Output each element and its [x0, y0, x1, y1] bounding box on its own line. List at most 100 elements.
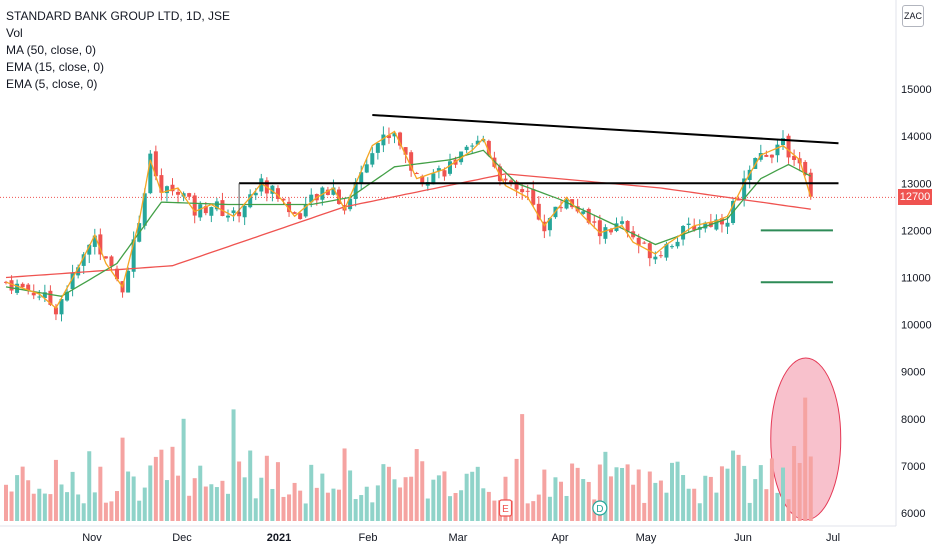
volume-bar [181, 418, 186, 521]
volume-bar [725, 468, 730, 521]
resistance-trendline [372, 114, 839, 145]
volume-bar [9, 491, 14, 521]
candle-body [620, 221, 625, 224]
price-tick-label: 8000 [901, 414, 925, 426]
volume-bar [570, 463, 575, 521]
volume-bar [203, 486, 208, 521]
candle-body [131, 239, 136, 272]
candle-body [386, 135, 391, 139]
candle-body [42, 292, 47, 299]
volume-bar [808, 456, 813, 521]
volume-bar [81, 503, 86, 521]
currency-button[interactable]: ZAC [902, 5, 924, 27]
volume-bar [59, 484, 64, 521]
volume-bar [20, 466, 25, 521]
candle-body [808, 172, 813, 197]
candle-body [53, 307, 58, 315]
volume-bar [364, 486, 369, 521]
candle-body [281, 198, 286, 201]
candle-body [597, 220, 602, 237]
volume-bar [287, 494, 292, 521]
price-tick-label: 15000 [901, 84, 932, 96]
candle-body [670, 246, 674, 248]
volume-bar [26, 480, 31, 521]
volume-bar [731, 450, 736, 521]
candle-body [781, 138, 785, 146]
volume-bar [281, 496, 286, 521]
volume-bar [231, 409, 236, 521]
volume-bar [220, 480, 225, 521]
volume-bar [159, 449, 164, 521]
volume-bar [608, 476, 613, 521]
candle-body [76, 267, 81, 276]
volume-bar [703, 475, 708, 521]
volume-bar [442, 471, 447, 521]
candle-body [226, 215, 230, 218]
candle-body [509, 180, 514, 183]
candle-body [442, 170, 447, 177]
volume-bar [4, 484, 8, 521]
candle-body [636, 237, 641, 246]
volume-bar [103, 502, 108, 521]
volume-bar [547, 496, 552, 521]
candle-body [81, 254, 86, 266]
volume-bar [686, 488, 691, 521]
volume-bar [420, 461, 425, 521]
volume-bar [753, 479, 758, 521]
candle-body [664, 243, 669, 258]
candle-body [531, 189, 536, 205]
candle-body [220, 200, 225, 217]
volume-bar [275, 462, 280, 521]
candle-body [159, 175, 164, 193]
volume-bar [192, 478, 197, 521]
candle-body [270, 185, 275, 194]
symbol-title: STANDARD BANK GROUP LTD, 1D, JSE [6, 9, 231, 23]
volume-bar [647, 471, 652, 521]
candle-body [237, 212, 242, 217]
volume-bar [31, 493, 36, 521]
volume-bar [670, 462, 674, 521]
candle-body [98, 234, 103, 255]
price-tick-label: 14000 [901, 131, 932, 143]
candle-body [658, 255, 663, 257]
time-tick-label: Feb [359, 532, 378, 544]
volume-bar [342, 448, 347, 521]
volume-bar [353, 499, 358, 521]
candle-body [703, 222, 708, 229]
candle-body [164, 186, 169, 194]
candle-body [231, 210, 236, 214]
candle-body [70, 272, 75, 290]
volume-bar [470, 471, 475, 521]
candle-body [214, 201, 219, 210]
volume-bar [453, 492, 458, 521]
time-tick-label: Mar [449, 532, 468, 544]
candle-body [475, 140, 480, 145]
volume-bar [719, 466, 724, 521]
candle-body [37, 296, 42, 298]
volume-bar [309, 464, 314, 521]
ema15-line [5, 149, 812, 297]
indicator-ema15: EMA (15, close, 0) [6, 60, 105, 74]
candle-body [92, 235, 97, 247]
volume-bar [386, 466, 391, 521]
volume-bar [403, 477, 408, 521]
candle-body [203, 206, 208, 214]
candle-body [431, 173, 436, 185]
volume-bar [658, 480, 663, 521]
volume-bar [120, 437, 125, 521]
earnings-marker-icon [498, 499, 513, 517]
candle-body [115, 268, 119, 280]
ema5-line [5, 130, 812, 310]
candle-body [109, 256, 114, 267]
candle-body [503, 178, 508, 181]
volume-bar [37, 488, 42, 521]
candle-body [375, 142, 380, 153]
volume-bar [492, 500, 497, 521]
volume-bar [620, 467, 625, 521]
volume-bar [653, 482, 658, 521]
candle-body [148, 153, 153, 194]
time-tick-label: Apr [551, 532, 568, 544]
candle-body [253, 192, 258, 196]
